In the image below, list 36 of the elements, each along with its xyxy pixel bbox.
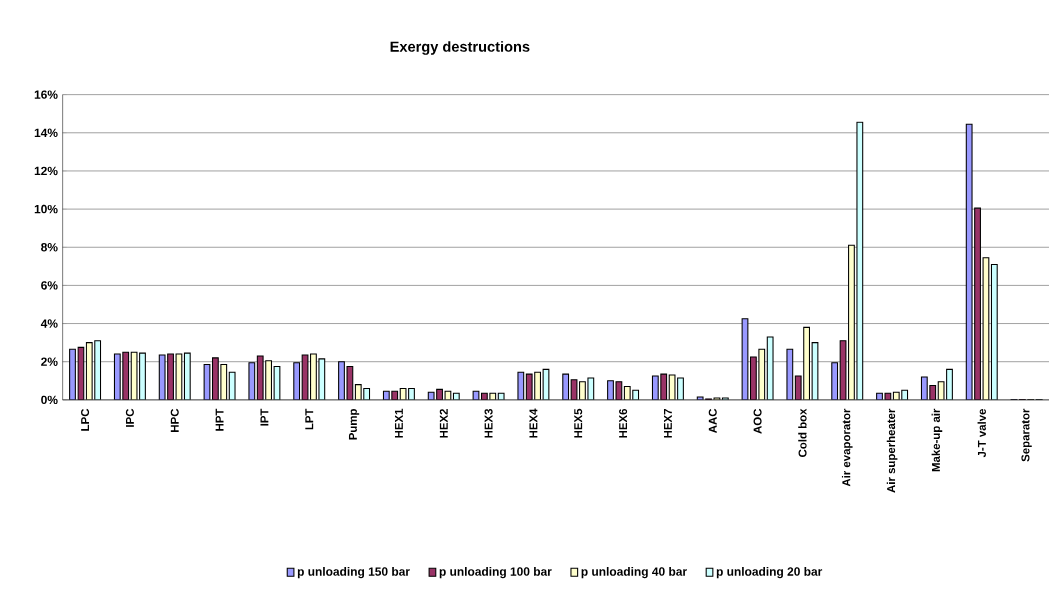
y-tick-label: 4% xyxy=(40,319,58,328)
legend-label: p unloading 40 bar xyxy=(581,566,687,578)
x-tick-label: AAC xyxy=(708,408,717,433)
y-tick-label: 0% xyxy=(41,395,58,404)
x-tick-label: Make-up air xyxy=(931,408,943,472)
y-tick-label: 16% xyxy=(34,90,58,99)
x-tick-label: HEX2 xyxy=(439,408,448,438)
x-tick-label: IPT xyxy=(260,408,269,426)
x-tick-label: IPC xyxy=(125,408,134,427)
x-tick-label: HPC xyxy=(170,408,179,432)
x-tick-label: Air superheater xyxy=(886,408,898,493)
x-tick-label: HEX1 xyxy=(394,408,403,438)
y-tick-label: 12% xyxy=(34,166,58,175)
x-tick-label: LPC xyxy=(81,408,90,431)
x-tick-label: Pump xyxy=(348,408,360,440)
x-tick-label: J-T valve xyxy=(977,408,986,458)
y-tick-label: 14% xyxy=(34,128,58,137)
legend-label: p unloading 100 bar xyxy=(439,566,552,578)
legend-label: p unloading 150 bar xyxy=(297,566,410,578)
x-tick-label: Air evaporator xyxy=(841,408,853,487)
x-tick-label: HEX3 xyxy=(484,408,493,438)
y-tick-label: 2% xyxy=(41,357,58,366)
y-tick-label: 8% xyxy=(41,242,58,252)
x-tick-label: HPT xyxy=(215,408,224,431)
y-tick-label: 10% xyxy=(34,204,58,214)
x-tick-label: Cold box xyxy=(798,408,807,457)
x-tick-label: HEX4 xyxy=(529,408,538,438)
x-tick-label: HEX6 xyxy=(619,408,628,438)
x-tick-label: HEX7 xyxy=(663,408,672,438)
x-tick-label: HEX5 xyxy=(574,408,583,438)
legend-label: p unloading 20 bar xyxy=(716,566,823,578)
chart-title: Exergy destructions xyxy=(390,40,530,55)
y-tick-label: 6% xyxy=(41,280,58,290)
x-tick-label: AOC xyxy=(753,408,762,434)
x-tick-label: Separator xyxy=(1021,408,1032,462)
x-tick-label: LPT xyxy=(305,408,314,430)
